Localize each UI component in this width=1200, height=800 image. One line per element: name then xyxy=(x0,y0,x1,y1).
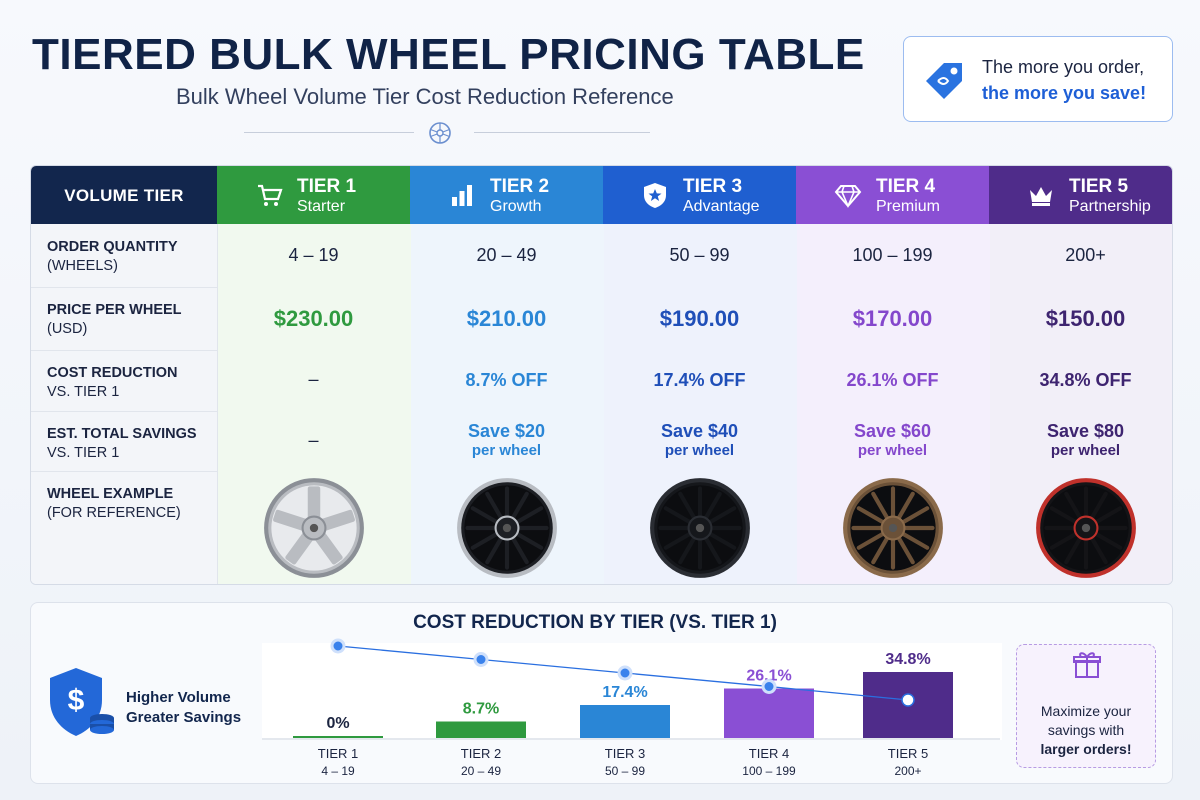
wheel-image xyxy=(842,478,943,578)
total-savings-unit: per wheel xyxy=(1050,442,1121,459)
tier-subtitle: Advantage xyxy=(683,198,760,215)
price-per-wheel: $230.00 xyxy=(273,306,354,331)
divider-right xyxy=(474,132,650,133)
tier-name: TIER 4 xyxy=(876,176,936,197)
pricing-table: VOLUME TIER ORDER QUANTITY (WHEELS) PRICE … xyxy=(30,165,1173,585)
row-label-title: ORDER QUANTITY xyxy=(47,239,178,255)
row-label-title: EST. TOTAL SAVINGS xyxy=(47,426,197,442)
total-savings: Save $80 xyxy=(1046,421,1125,441)
promo-line-1: The more you order, xyxy=(982,57,1145,77)
shield-star-icon xyxy=(644,183,666,208)
total-savings: Save $60 xyxy=(853,421,932,441)
cost-reduction: 17.4% OFF xyxy=(653,370,746,390)
page-title: TIERED BULK WHEEL PRICING TABLE xyxy=(32,30,865,79)
order-quantity: 100 – 199 xyxy=(852,245,933,265)
header-tier-2: TIER 2 Growth xyxy=(410,166,603,224)
column-divider xyxy=(217,224,218,584)
wheel-image xyxy=(263,478,364,578)
page-subtitle: Bulk Wheel Volume Tier Cost Reduction Re… xyxy=(176,84,674,109)
total-savings-unit: per wheel xyxy=(664,442,735,459)
row-label-subtitle: VS. TIER 1 xyxy=(47,445,120,461)
price-per-wheel: $210.00 xyxy=(466,306,547,331)
row-label-subtitle: (WHEELS) xyxy=(47,258,118,274)
tier-subtitle: Starter xyxy=(297,198,346,215)
header-tier-5: TIER 5 Partnership xyxy=(989,166,1172,224)
wheel-emblem-icon xyxy=(429,122,451,144)
dollar-shield-icon: $ xyxy=(50,668,114,736)
row-label-1: PRICE PER WHEEL (USD) xyxy=(47,301,182,339)
row-label-title: WHEEL EXAMPLE xyxy=(47,486,174,502)
wheel-image xyxy=(649,478,750,578)
header-tier-4: TIER 4 Premium xyxy=(796,166,989,224)
gift-line-1: Maximize your xyxy=(1040,703,1132,719)
row-label-4: WHEEL EXAMPLE (FOR REFERENCE) xyxy=(47,485,181,523)
cart-icon xyxy=(258,184,283,206)
bar-chart-icon xyxy=(452,185,472,206)
total-savings: Save $20 xyxy=(467,421,546,441)
tier-subtitle: Partnership xyxy=(1069,198,1151,215)
tier-subtitle: Growth xyxy=(490,198,542,215)
crown-icon xyxy=(1030,187,1052,206)
gift-line-3: larger orders! xyxy=(1040,741,1132,757)
order-quantity: 4 – 19 xyxy=(288,245,339,265)
row-label-subtitle: VS. TIER 1 xyxy=(47,384,120,400)
row-label-title: PRICE PER WHEEL xyxy=(47,302,182,318)
chart-side-line-1: Higher Volume xyxy=(126,689,231,706)
price-tag-icon xyxy=(926,63,962,99)
svg-text:$: $ xyxy=(68,684,85,717)
total-savings-unit: per wheel xyxy=(471,442,542,459)
cost-reduction: – xyxy=(308,369,319,389)
tier-name: TIER 1 xyxy=(297,176,357,197)
header: TIERED BULK WHEEL PRICING TABLE Bulk Whe… xyxy=(0,0,880,150)
gift-icon xyxy=(1073,652,1101,678)
header-tier-1: TIER 1 Starter xyxy=(217,166,410,224)
wheel-image xyxy=(456,478,557,578)
chart-side-line-2: Greater Savings xyxy=(126,709,242,726)
row-label-background xyxy=(31,224,217,584)
promo-box: The more you order, the more you save! xyxy=(903,36,1173,122)
cost-reduction: 8.7% OFF xyxy=(465,370,548,390)
tier-subtitle: Premium xyxy=(876,198,941,215)
header-volume-tier: VOLUME TIER xyxy=(31,166,217,224)
row-label-title: COST REDUCTION xyxy=(47,365,178,381)
tier-name: TIER 2 xyxy=(490,176,550,197)
price-per-wheel: $150.00 xyxy=(1045,306,1126,331)
promo-line-2: the more you save! xyxy=(982,83,1147,103)
total-savings: – xyxy=(308,430,319,450)
header-volume-tier-label: VOLUME TIER xyxy=(64,186,184,205)
price-per-wheel: $170.00 xyxy=(852,306,933,331)
gift-line-2: savings with xyxy=(1047,722,1125,738)
order-quantity: 200+ xyxy=(1065,245,1106,265)
chart-title: COST REDUCTION BY TIER (VS. TIER 1) xyxy=(413,612,777,633)
total-savings-unit: per wheel xyxy=(857,442,928,459)
row-label-3: EST. TOTAL SAVINGS VS. TIER 1 xyxy=(47,425,197,463)
order-quantity: 50 – 99 xyxy=(669,245,730,265)
header-tier-3: TIER 3 Advantage xyxy=(603,166,796,224)
order-quantity: 20 – 49 xyxy=(476,245,537,265)
total-savings: Save $40 xyxy=(660,421,739,441)
cost-reduction: 26.1% OFF xyxy=(846,370,939,390)
tier-name: TIER 5 xyxy=(1069,176,1129,197)
row-label-subtitle: (FOR REFERENCE) xyxy=(47,505,181,521)
wheel-image xyxy=(1035,478,1136,578)
diamond-icon xyxy=(834,185,862,209)
price-per-wheel: $190.00 xyxy=(659,306,740,331)
gift-box: Maximize your savings with larger orders… xyxy=(1016,644,1156,768)
row-label-2: COST REDUCTION VS. TIER 1 xyxy=(47,364,178,402)
row-label-subtitle: (USD) xyxy=(47,321,88,337)
cost-reduction: 34.8% OFF xyxy=(1039,370,1132,390)
row-label-0: ORDER QUANTITY (WHEELS) xyxy=(47,238,178,276)
divider-left xyxy=(244,132,414,133)
tier-name: TIER 3 xyxy=(683,176,743,197)
